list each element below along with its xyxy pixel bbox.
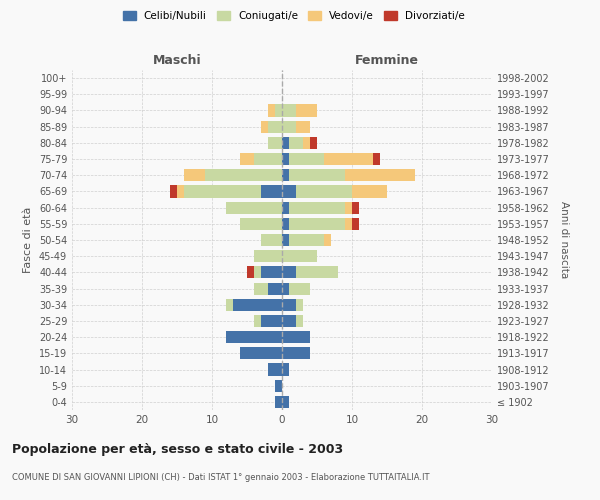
Bar (170, 186, 177, 198)
Bar (310, 137, 317, 149)
Bar (247, 266, 254, 278)
Bar (296, 298, 303, 311)
Text: Maschi: Maschi (152, 54, 202, 67)
Text: COMUNE DI SAN GIOVANNI LIPIONI (CH) - Dati ISTAT 1° gennaio 2003 - Elaborazione : COMUNE DI SAN GIOVANNI LIPIONI (CH) - Da… (12, 472, 430, 482)
Bar (261, 186, 282, 198)
Bar (282, 331, 310, 343)
Bar (275, 104, 282, 117)
Bar (254, 250, 282, 262)
Bar (282, 348, 310, 360)
Bar (233, 298, 282, 311)
Bar (268, 364, 282, 376)
Bar (261, 266, 282, 278)
Bar (282, 250, 317, 262)
Bar (226, 298, 233, 311)
Bar (282, 364, 289, 376)
Bar (282, 282, 289, 294)
Bar (345, 169, 415, 181)
Bar (296, 104, 317, 117)
Bar (303, 137, 310, 149)
Bar (261, 234, 282, 246)
Bar (296, 186, 352, 198)
Bar (296, 120, 310, 132)
Bar (254, 153, 282, 165)
Bar (324, 153, 373, 165)
Bar (275, 396, 282, 408)
Bar (177, 186, 184, 198)
Bar (275, 380, 282, 392)
Bar (268, 282, 282, 294)
Bar (296, 315, 303, 327)
Y-axis label: Fasce di età: Fasce di età (23, 207, 33, 273)
Bar (268, 104, 275, 117)
Bar (282, 137, 289, 149)
Bar (282, 169, 289, 181)
Bar (296, 266, 338, 278)
Bar (282, 153, 289, 165)
Bar (352, 202, 359, 213)
Bar (240, 153, 254, 165)
Bar (282, 396, 289, 408)
Text: Popolazione per età, sesso e stato civile - 2003: Popolazione per età, sesso e stato civil… (12, 442, 343, 456)
Bar (289, 153, 324, 165)
Bar (268, 137, 282, 149)
Bar (282, 234, 289, 246)
Bar (261, 315, 282, 327)
Bar (289, 282, 310, 294)
Bar (282, 266, 296, 278)
Y-axis label: Anni di nascita: Anni di nascita (559, 202, 569, 278)
Bar (289, 169, 345, 181)
Bar (184, 186, 261, 198)
Bar (373, 153, 380, 165)
Bar (240, 348, 282, 360)
Bar (345, 202, 352, 213)
Bar (184, 169, 205, 181)
Bar (282, 298, 296, 311)
Bar (289, 202, 345, 213)
Bar (254, 315, 261, 327)
Bar (282, 202, 289, 213)
Bar (352, 186, 387, 198)
Bar (282, 218, 289, 230)
Bar (254, 266, 261, 278)
Bar (352, 218, 359, 230)
Text: Femmine: Femmine (355, 54, 419, 67)
Bar (261, 120, 268, 132)
Bar (282, 120, 296, 132)
Bar (226, 331, 282, 343)
Bar (268, 120, 282, 132)
Bar (289, 218, 345, 230)
Bar (289, 137, 303, 149)
Bar (289, 234, 324, 246)
Bar (254, 282, 268, 294)
Bar (282, 315, 296, 327)
Bar (226, 202, 282, 213)
Bar (282, 186, 296, 198)
Bar (282, 104, 296, 117)
Bar (324, 234, 331, 246)
Bar (345, 218, 352, 230)
Legend: Celibi/Nubili, Coniugati/e, Vedovi/e, Divorziati/e: Celibi/Nubili, Coniugati/e, Vedovi/e, Di… (120, 8, 468, 24)
Bar (205, 169, 282, 181)
Bar (240, 218, 282, 230)
